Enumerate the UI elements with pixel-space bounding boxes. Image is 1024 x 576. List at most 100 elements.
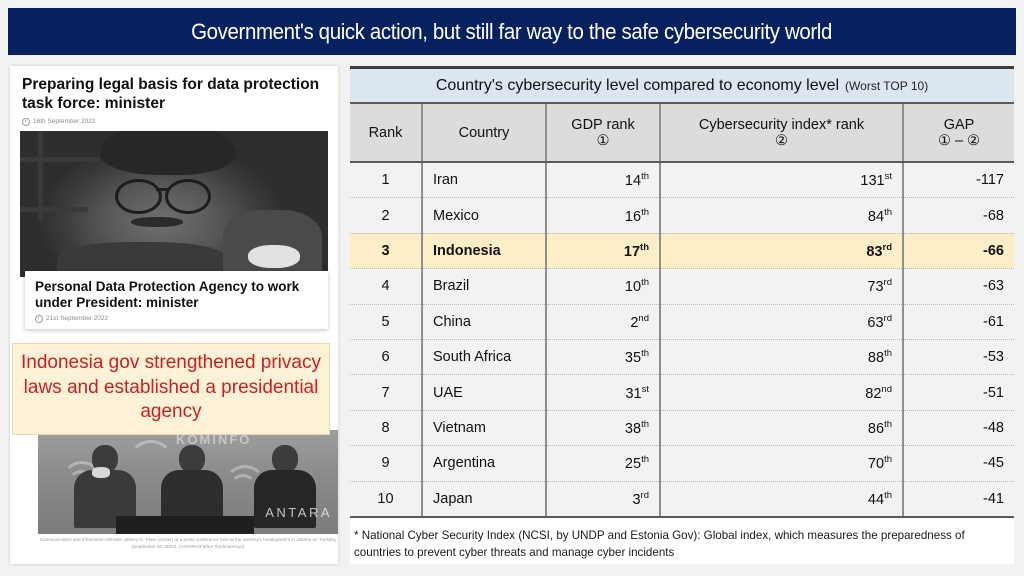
photo-caption: Communication and Information Minister J… — [39, 537, 337, 550]
cell-gap: -117 — [903, 162, 1014, 199]
column-header-gap: GAP ① – ② — [903, 104, 1014, 163]
news-card-1-headline: Preparing legal basis for data protectio… — [22, 76, 320, 112]
column-header-gdp-rank: GDP rank ① — [546, 104, 661, 163]
column-header-rank-line1: Rank — [368, 124, 403, 141]
cell-cybersecurity-rank: 82nd — [660, 374, 904, 411]
cell-rank: 6 — [350, 339, 423, 376]
news-card-2-date: 21st September 2022 — [25, 312, 328, 329]
table-row[interactable]: 10 Japan 3rd 44th -41 — [350, 481, 1014, 518]
cell-gap: -61 — [903, 304, 1014, 340]
cell-country: Argentina — [422, 445, 547, 482]
news-card-2-date-text: 21st September 2022 — [46, 315, 109, 323]
cell-gdp-rank: 3rd — [546, 481, 661, 518]
antara-watermark-text: ANTARA — [265, 505, 332, 520]
cell-gap: -63 — [903, 268, 1014, 305]
cell-gdp-rank: 35th — [546, 339, 661, 376]
news-card-2-photo: KOMINFO ANTARA — [38, 430, 338, 534]
cell-rank: 7 — [350, 374, 423, 411]
table-row[interactable]: 2 Mexico 16th 84th -68 — [350, 197, 1014, 234]
cell-rank: 8 — [350, 410, 423, 447]
column-header-gap-line2: ① – ② — [937, 132, 981, 149]
table-row[interactable]: 8 Vietnam 38th 86th -48 — [350, 410, 1014, 447]
cell-country: Mexico — [422, 197, 547, 234]
slide-title-banner: Government's quick action, but still far… — [8, 8, 1016, 55]
table-body: 1 Iran 14th 131st -117 2 Mexico 16th 84th -68 3 Ind… — [350, 162, 1014, 518]
news-card-1-date: 16th September 2022 — [10, 114, 338, 131]
cell-gap: -48 — [903, 410, 1014, 447]
photo-glasses-left — [115, 178, 162, 215]
photo-facemask — [247, 244, 301, 269]
photo-podium — [116, 516, 254, 534]
callout-box: Indonesia gov strengthened privacy laws … — [12, 343, 330, 436]
cell-rank: 9 — [350, 445, 423, 482]
table-row[interactable]: 3 Indonesia 17th 83rd -66 — [350, 233, 1014, 270]
cell-country: Vietnam — [422, 410, 547, 447]
cell-gdp-rank: 25th — [546, 445, 661, 482]
news-card-1-date-text: 16th September 2022 — [33, 118, 96, 126]
cell-country: China — [422, 304, 547, 340]
cell-gap: -45 — [903, 445, 1014, 482]
photo-glasses-right — [164, 178, 211, 215]
photo-hair — [100, 130, 236, 175]
cell-rank: 1 — [350, 162, 423, 199]
ranking-table: Rank Country GDP rank ① Cybersecurity in… — [350, 104, 1014, 518]
table-caption: Country's cybersecurity level compared t… — [350, 69, 1014, 104]
photo-suit — [56, 241, 230, 277]
cell-country: Brazil — [422, 268, 547, 305]
cell-rank: 10 — [350, 481, 423, 518]
cell-gdp-rank: 10th — [546, 268, 661, 305]
cell-cybersecurity-rank: 131st — [660, 162, 904, 199]
table-header-row: Rank Country GDP rank ① Cybersecurity in… — [350, 104, 1014, 163]
cybersecurity-table-panel: Country's cybersecurity level compared t… — [350, 66, 1014, 564]
photo-glasses-bridge — [155, 187, 168, 191]
cell-country: Indonesia — [422, 233, 547, 270]
news-card-2-headline: Personal Data Protection Agency to work … — [35, 279, 300, 311]
kominfo-backdrop-text: KOMINFO — [176, 432, 252, 447]
cell-cybersecurity-rank: 70th — [660, 445, 904, 482]
table-top-rule — [350, 66, 1014, 69]
column-header-csi-line1: Cybersecurity index* rank — [698, 116, 865, 133]
cell-cybersecurity-rank: 86th — [660, 410, 904, 447]
table-row[interactable]: 6 South Africa 35th 88th -53 — [350, 339, 1014, 376]
cell-gap: -68 — [903, 197, 1014, 234]
cell-gap: -41 — [903, 481, 1014, 518]
table-row[interactable]: 5 China 2nd 63rd -61 — [350, 304, 1014, 340]
cell-gap: -66 — [903, 233, 1014, 270]
cell-gdp-rank: 16th — [546, 197, 661, 234]
table-caption-main: Country's cybersecurity level compared t… — [435, 76, 840, 94]
cell-country: Japan — [422, 481, 547, 518]
cell-cybersecurity-rank: 84th — [660, 197, 904, 234]
column-header-gdp-line1: GDP rank — [571, 116, 635, 133]
cell-gdp-rank: 14th — [546, 162, 661, 199]
news-card-2: Personal Data Protection Agency to work … — [25, 271, 328, 329]
column-header-rank: Rank — [350, 104, 423, 163]
table-row[interactable]: 7 UAE 31st 82nd -51 — [350, 374, 1014, 411]
column-header-gap-line1: GAP — [943, 116, 975, 133]
table-row[interactable]: 9 Argentina 25th 70th -45 — [350, 445, 1014, 482]
table-caption-sub: (Worst TOP 10) — [845, 78, 929, 93]
table-row[interactable]: 1 Iran 14th 131st -117 — [350, 162, 1014, 199]
cell-cybersecurity-rank: 63rd — [660, 304, 904, 340]
cell-gdp-rank: 2nd — [546, 304, 661, 340]
cell-country: UAE — [422, 374, 547, 411]
cell-rank: 3 — [350, 233, 423, 270]
table-row[interactable]: 4 Brazil 10th 73rd -63 — [350, 268, 1014, 305]
cell-cybersecurity-rank: 73rd — [660, 268, 904, 305]
cell-cybersecurity-rank: 44th — [660, 481, 904, 518]
photo-mustache — [130, 216, 184, 228]
cell-gdp-rank: 31st — [546, 374, 661, 411]
cell-gdp-rank: 17th — [546, 233, 661, 270]
cell-cybersecurity-rank: 83rd — [660, 233, 904, 270]
cell-gdp-rank: 38th — [546, 410, 661, 447]
column-header-cybersecurity-rank: Cybersecurity index* rank ② — [660, 104, 904, 163]
column-header-csi-line2: ② — [775, 132, 788, 149]
column-header-country: Country — [422, 104, 547, 163]
clock-icon — [22, 117, 30, 126]
news-card-1-photo — [20, 130, 328, 277]
cell-rank: 5 — [350, 304, 423, 340]
column-header-country-line1: Country — [458, 124, 510, 141]
cell-rank: 2 — [350, 197, 423, 234]
cell-cybersecurity-rank: 88th — [660, 339, 904, 376]
photo-person-right — [254, 445, 316, 528]
cell-country: South Africa — [422, 339, 547, 376]
